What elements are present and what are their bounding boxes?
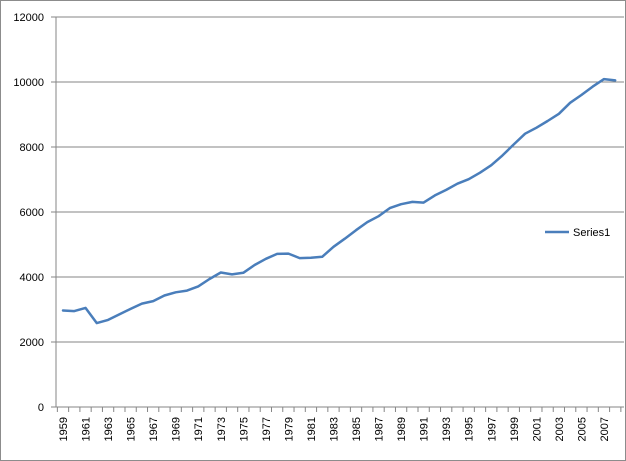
y-tick-label: 8000 <box>20 142 44 154</box>
data-point <box>152 300 154 302</box>
y-tick-label: 10000 <box>13 77 44 89</box>
x-tick-label: 1967 <box>148 417 160 441</box>
data-point <box>389 207 391 209</box>
data-point <box>163 294 166 297</box>
x-tick-label: 1973 <box>216 417 228 441</box>
y-tick-label: 12000 <box>13 12 44 24</box>
x-tick-label: 2003 <box>554 417 566 441</box>
series-layer <box>61 77 617 325</box>
x-tick-label: 1969 <box>171 417 183 441</box>
x-tick-label: 1977 <box>261 417 273 441</box>
data-point <box>535 127 538 129</box>
data-point <box>197 285 200 288</box>
data-point <box>580 94 583 96</box>
data-point <box>118 313 121 316</box>
data-point <box>513 143 515 146</box>
x-tick-label: 1995 <box>464 417 476 441</box>
data-point <box>467 178 470 180</box>
data-point <box>501 154 504 157</box>
data-point <box>298 257 301 259</box>
data-point <box>377 215 380 218</box>
x-tick-label: 1991 <box>419 417 431 441</box>
data-point <box>62 309 64 312</box>
data-point <box>310 257 312 259</box>
data-point <box>558 113 560 115</box>
y-tick-label: 4000 <box>20 272 44 284</box>
data-point <box>411 201 414 203</box>
x-tick-label: 1999 <box>509 417 521 441</box>
data-point <box>355 229 357 231</box>
data-point <box>242 271 245 274</box>
legend-label: Series1 <box>573 227 610 239</box>
data-point <box>129 308 132 310</box>
data-point <box>445 189 447 191</box>
data-point <box>456 182 459 185</box>
x-tick-label: 1981 <box>306 417 318 441</box>
data-point <box>208 278 211 280</box>
data-point <box>343 237 346 240</box>
gridlines <box>56 16 624 343</box>
data-point <box>366 221 369 223</box>
data-point <box>490 164 493 166</box>
y-tick-label: 0 <box>38 402 44 414</box>
data-point <box>546 120 549 122</box>
x-tick-label: 1959 <box>58 417 70 441</box>
data-point <box>524 132 526 135</box>
x-tick-label: 1979 <box>283 417 295 441</box>
x-tick-labels: 1959 1961 1963 1965 1967 1969 1971 1973 1975 1977… <box>58 417 611 441</box>
data-point <box>231 273 233 276</box>
x-tick-label: 1965 <box>126 417 138 441</box>
x-tick-label: 1985 <box>351 417 363 441</box>
x-tick-label: 1963 <box>103 417 115 441</box>
x-tick-label: 1983 <box>328 417 340 441</box>
axes <box>51 16 624 412</box>
data-point <box>434 194 436 197</box>
x-tick-label: 1989 <box>396 417 408 441</box>
data-point <box>107 319 109 321</box>
data-point <box>569 102 571 104</box>
x-tick-label: 1961 <box>81 417 93 441</box>
data-point <box>219 271 222 274</box>
data-point <box>332 245 335 248</box>
x-tick-label: 2007 <box>599 417 611 441</box>
x-tick-label: 2001 <box>531 417 543 441</box>
series-line <box>61 77 617 325</box>
x-tick-label: 1997 <box>486 417 498 441</box>
y-tick-label: 6000 <box>20 207 44 219</box>
data-point <box>479 171 481 174</box>
data-point <box>141 302 143 305</box>
data-point <box>400 203 402 205</box>
y-tick-label: 2000 <box>20 337 44 349</box>
data-point <box>321 256 324 258</box>
data-point <box>253 264 256 266</box>
data-point <box>186 289 188 292</box>
data-point <box>265 258 267 260</box>
data-point <box>96 322 98 324</box>
x-tick-label: 1993 <box>441 417 453 441</box>
x-tick-label: 1971 <box>193 417 205 441</box>
data-point <box>614 79 617 82</box>
data-point <box>422 201 425 204</box>
data-point <box>174 291 177 294</box>
x-tick-label: 1975 <box>238 417 250 441</box>
legend: Series1 <box>545 227 610 239</box>
y-tick-labels: 0 2000 4000 6000 8000 10000 12000 <box>13 12 44 414</box>
x-tick-label: 1987 <box>374 417 386 441</box>
data-point <box>591 85 594 88</box>
data-point <box>73 310 76 312</box>
data-point <box>84 307 87 309</box>
data-point <box>603 78 605 80</box>
data-point <box>287 252 290 255</box>
x-tick-label: 2005 <box>576 417 588 441</box>
data-point <box>276 253 278 255</box>
